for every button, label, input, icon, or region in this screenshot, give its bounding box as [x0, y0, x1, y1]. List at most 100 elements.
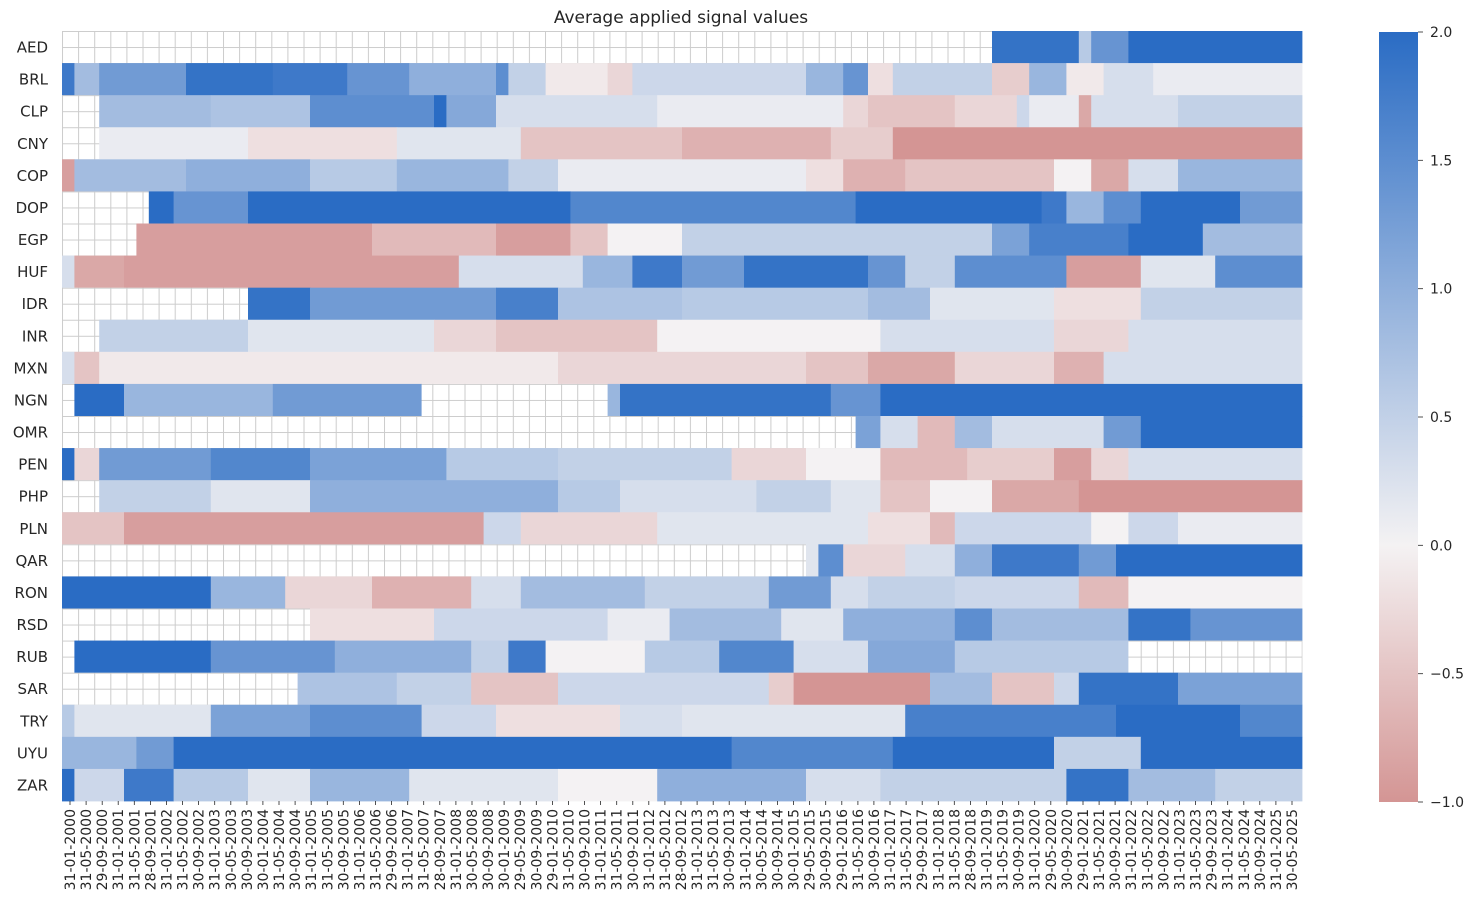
x-tick-label: 31-01-2005	[304, 809, 320, 890]
heatmap-cell-egp-0	[62, 223, 137, 256]
x-tick-label: 29-01-2016	[835, 809, 851, 890]
heatmap-cell-clp-13	[1078, 95, 1092, 128]
heatmap-cell-huf-11	[1066, 255, 1142, 289]
heatmap-cell-cop-1	[74, 159, 187, 192]
x-tick-label: 30-01-2004	[256, 809, 272, 890]
heatmap-cell-egp-4	[570, 223, 608, 256]
row-labels: AED BRL CLP CNY COP DOP EGP HUF IDR INR MXN NGN OMR P…	[13, 39, 49, 795]
heatmap-cell-cny-4	[520, 127, 683, 160]
heatmap-cell-dop-8	[1103, 191, 1142, 224]
x-tick-label: 30-09-2014	[771, 809, 787, 890]
heatmap-row-uyu	[62, 736, 1303, 770]
x-tick-label: 31-01-2003	[208, 809, 224, 890]
heatmap-cell-ron-5	[520, 576, 646, 609]
heatmap-cell-zar-10	[880, 768, 1067, 802]
x-tick-label: 31-01-2019	[980, 809, 996, 890]
heatmap-cell-brl-10	[607, 63, 633, 96]
x-tick-label: 31-01-2000	[63, 809, 79, 890]
heatmap-cell-idr-6	[868, 287, 931, 321]
heatmap-cell-brl-12	[806, 63, 844, 96]
x-tick-label: 31-05-2019	[996, 809, 1012, 890]
heatmap-cell-omr-3	[917, 416, 956, 449]
heatmap-cell-egp-10	[1202, 223, 1303, 256]
heatmap-cell-sar-5	[768, 672, 794, 706]
heatmap-cell-clp-3	[310, 95, 435, 128]
heatmap-cell-try-2	[210, 704, 311, 738]
heatmap-cell-rsd-3	[607, 608, 670, 641]
x-tick-label: 30-09-2022	[1156, 809, 1172, 890]
heatmap-cell-sar-11	[1178, 672, 1303, 706]
x-tick-label: 31-05-2011	[610, 809, 626, 890]
heatmap-cell-pln-0	[62, 512, 125, 545]
heatmap-row-zar	[62, 768, 1303, 802]
row-label-aed: AED	[17, 39, 48, 57]
x-tick-label: 29-05-2015	[803, 809, 819, 890]
heatmap-cell-cny-6	[830, 127, 894, 160]
colorbar-tick-label: −0.5	[1430, 667, 1464, 683]
heatmap-cell-rub-12	[1128, 640, 1303, 674]
heatmap-cell-qar-6	[992, 544, 1080, 577]
heatmap-cell-clp-9	[868, 95, 956, 128]
heatmap-cell-qar-0	[62, 544, 807, 577]
heatmap-cell-idr-3	[496, 287, 559, 321]
heatmap-cell-zar-2	[124, 768, 174, 802]
x-tick-label: 28-09-2001	[143, 809, 159, 890]
heatmap-cell-clp-2	[210, 95, 311, 128]
heatmap-cell-dop-1	[148, 191, 174, 224]
heatmap-cell-rub-3	[334, 640, 472, 674]
x-tick-label: 31-05-2021	[1092, 809, 1108, 890]
x-tick-label: 31-01-2024	[1221, 809, 1237, 890]
heatmap-cell-mxn-0	[62, 351, 75, 385]
heatmap-cell-dop-6	[1041, 191, 1067, 224]
x-tick-label: 30-05-2014	[754, 809, 770, 890]
heatmap-cell-rsd-1	[310, 608, 435, 641]
colorbar-tick-label: 1.0	[1430, 282, 1452, 298]
heatmap-cell-qar-7	[1078, 544, 1117, 577]
heatmap-cell-brl-5	[347, 63, 410, 96]
heatmap-cell-inr-4	[496, 319, 658, 353]
heatmap-cell-php-8	[880, 480, 931, 513]
heatmap-cell-pen-12	[1091, 448, 1129, 481]
heatmap-row-idr	[62, 287, 1303, 321]
heatmap-cell-qar-2	[818, 544, 844, 577]
heatmap-cell-sar-0	[62, 672, 298, 706]
x-tick-label: 31-05-2023	[1189, 809, 1205, 890]
heatmap-cell-zar-9	[806, 768, 881, 802]
heatmap-cell-rsd-4	[669, 608, 782, 641]
x-tick-label: 30-09-2015	[819, 809, 835, 890]
heatmap-cell-rsd-9	[1128, 608, 1191, 641]
heatmap-cell-rub-6	[545, 640, 646, 674]
x-tick-label: 30-05-2008	[465, 809, 481, 890]
heatmap-cell-pen-0	[62, 448, 75, 481]
heatmap-cell-zar-0	[62, 768, 75, 802]
heatmap-cell-cop-5	[508, 159, 559, 192]
heatmap-cell-egp-5	[607, 223, 683, 256]
x-tick-label: 29-05-2009	[513, 809, 529, 890]
x-tick-label: 30-09-2019	[1012, 809, 1028, 890]
heatmap-cell-inr-2	[248, 319, 435, 353]
heatmap-row-aed	[62, 31, 1303, 64]
heatmap-cell-ron-8	[830, 576, 869, 609]
heatmap-cell-try-1	[74, 704, 212, 738]
heatmap-cell-brl-15	[892, 63, 993, 96]
x-tick-label: 31-05-2010	[561, 809, 577, 890]
heatmap-cell-rsd-0	[62, 608, 311, 641]
x-tick-label: 31-01-2012	[642, 809, 658, 890]
heatmap-cell-egp-3	[496, 223, 571, 256]
heatmap-cell-aed-4	[1128, 31, 1303, 64]
heatmap-cell-brl-0	[62, 63, 75, 96]
x-tick-label: 30-09-2008	[481, 809, 497, 890]
heatmap-cell-rub-0	[62, 640, 75, 674]
x-tick-label: 31-05-2001	[127, 809, 143, 890]
heatmap-cell-qar-3	[843, 544, 906, 577]
heatmap-cell-pln-10	[1178, 512, 1303, 545]
heatmap-cell-cny-0	[62, 127, 100, 160]
heatmap-cell-qar-1	[806, 544, 819, 577]
x-tick-label: 31-01-2022	[1124, 809, 1140, 890]
row-label-pln: PLN	[19, 520, 48, 538]
heatmap-cell-try-6	[620, 704, 683, 738]
heatmap-cell-huf-5	[632, 255, 683, 289]
heatmap-cell-rub-5	[508, 640, 546, 674]
x-tick-label: 30-09-2024	[1253, 809, 1269, 890]
row-label-huf: HUF	[17, 263, 48, 281]
